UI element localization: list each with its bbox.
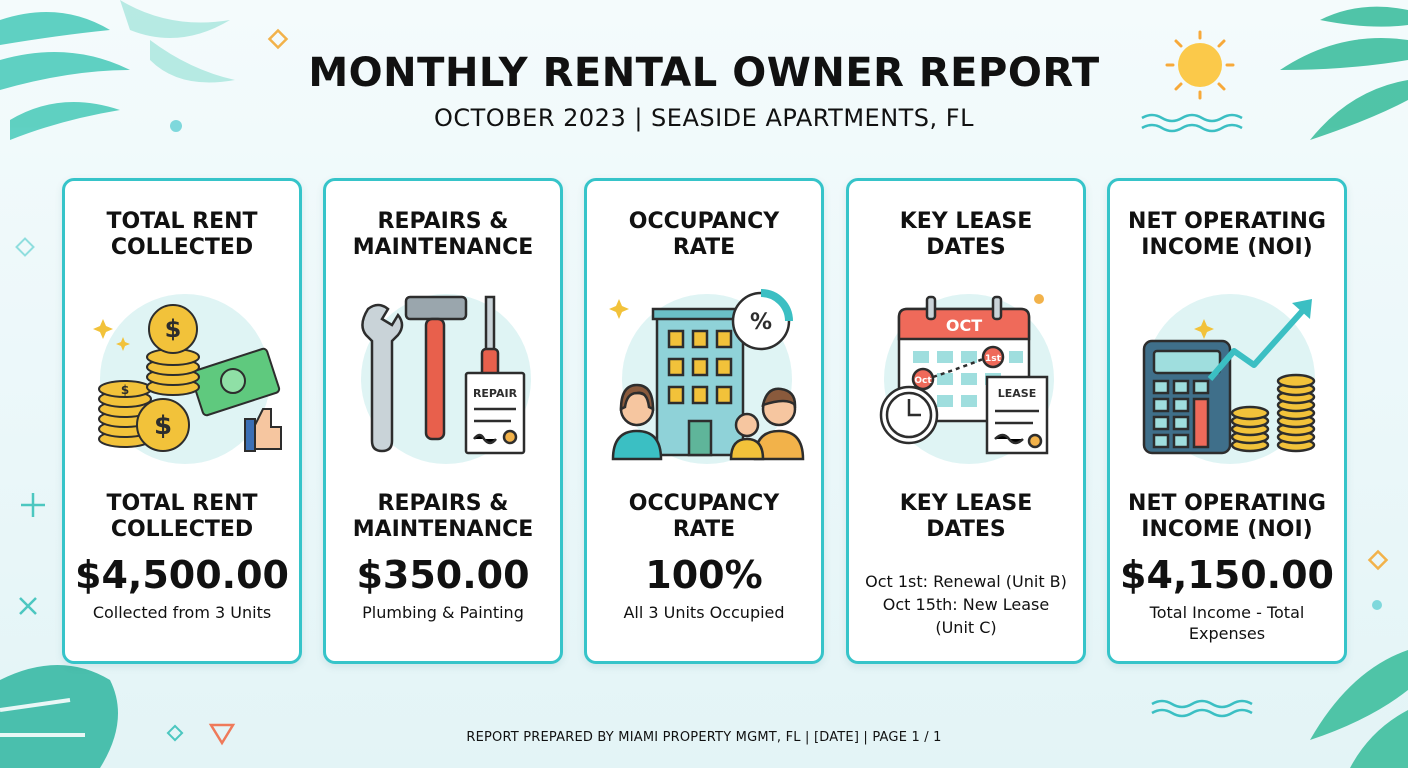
palm-leaf-top-right-icon: [1280, 6, 1408, 140]
card-heading: NET OPERATING INCOME (NOI): [1128, 209, 1326, 260]
tools-icon: REPAIR: [361, 294, 531, 464]
lease-date-item: Oct 1st: Renewal (Unit B): [865, 572, 1067, 591]
card-occupancy: OCCUPANCY RATE % OCCUPAN: [584, 178, 824, 664]
svg-text:$: $: [121, 383, 129, 397]
lease-date-item: (Unit C): [935, 618, 997, 637]
diamond-outline-bottom-icon: [166, 724, 184, 742]
lease-document-label: LEASE: [998, 387, 1036, 400]
card-note: All 3 Units Occupied: [623, 603, 785, 622]
palm-leaf-bottom-right-icon: [1310, 650, 1408, 768]
monstera-leaf-bottom-left-icon: [0, 665, 118, 768]
card-total-rent: TOTAL RENT COLLECTED $ $ $ TOTAL RENT: [62, 178, 302, 664]
sun-icon: [1165, 30, 1235, 100]
building-tenants-icon: %: [609, 289, 805, 464]
card-heading: OCCUPANCY RATE: [628, 209, 780, 260]
waves-bottom-icon: [1151, 699, 1253, 718]
lease-dates-list: Oct 1st: Renewal (Unit B) Oct 15th: New …: [855, 570, 1077, 639]
diamond-decor-right-icon: [1367, 549, 1389, 571]
card-label: NET OPERATING INCOME (NOI): [1128, 491, 1326, 542]
page-subtitle: OCTOBER 2023 | SEASIDE APARTMENTS, FL: [434, 104, 974, 132]
calendar-mark: 1st: [985, 354, 1002, 364]
page-title: MONTHLY RENTAL OWNER REPORT: [308, 50, 1100, 96]
card-value: $350.00: [356, 553, 530, 597]
triangle-decor-icon: [208, 723, 236, 746]
diamond-outline-left-icon: [15, 237, 35, 257]
card-label: KEY LEASE DATES: [899, 491, 1033, 542]
card-label: REPAIRS & MAINTENANCE: [352, 491, 534, 542]
calendar-mark: Oct: [914, 376, 932, 386]
cross-decor-icon: [19, 597, 37, 615]
dot-decor-right-icon: [1372, 600, 1382, 610]
lease-date-item: Oct 15th: New Lease: [882, 595, 1050, 614]
card-note: Collected from 3 Units: [92, 603, 272, 622]
diamond-decor-icon: [267, 28, 289, 50]
dot-decor-icon: [170, 120, 182, 132]
card-heading: KEY LEASE DATES: [899, 209, 1033, 260]
card-noi: NET OPERATING INCOME (NOI): [1107, 178, 1347, 664]
card-label: TOTAL RENT COLLECTED: [106, 491, 258, 542]
waves-icon: [1141, 113, 1243, 133]
card-value: $4,150.00: [1120, 553, 1334, 597]
card-label: OCCUPANCY RATE: [628, 491, 780, 542]
calculator-growth-icon: [1142, 294, 1316, 464]
card-value: $4,500.00: [75, 553, 289, 597]
report-footer: REPORT PREPARED BY MIAMI PROPERTY MGMT, …: [466, 730, 942, 745]
svg-text:$: $: [154, 411, 172, 441]
card-heading: REPAIRS & MAINTENANCE: [352, 209, 534, 260]
card-repairs: REPAIRS & MAINTENANCE REPAIR REPAIRS & M…: [323, 178, 563, 664]
svg-text:$: $: [165, 315, 182, 343]
plus-decor-icon: [21, 493, 45, 517]
receipt-label: REPAIR: [473, 387, 518, 400]
calendar-lease-icon: OCT 1st Oct LEASE: [879, 294, 1054, 464]
money-stack-icon: $ $ $: [93, 294, 282, 464]
palm-leaf-top-left-icon: [0, 0, 235, 140]
calendar-month: OCT: [946, 316, 982, 335]
card-note: Plumbing & Painting: [362, 603, 524, 622]
percent-badge: %: [750, 310, 772, 335]
card-lease-dates: KEY LEASE DATES: [846, 178, 1086, 664]
card-heading: TOTAL RENT COLLECTED: [106, 209, 258, 260]
card-value: 100%: [645, 553, 763, 597]
card-note: Total Income - Total Expenses: [1149, 603, 1305, 643]
